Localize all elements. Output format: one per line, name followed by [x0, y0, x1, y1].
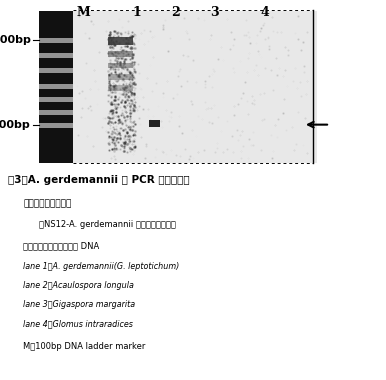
Text: 図3　A. gerdemannii の PCR による検出: 図3 A. gerdemannii の PCR による検出 [8, 175, 190, 185]
Text: NS12-A. gerdemannii 特異的プライマー: NS12-A. gerdemannii 特異的プライマー [39, 220, 176, 230]
Text: lane 1：A. gerdemannii(G. leptotichum): lane 1：A. gerdemannii(G. leptotichum) [23, 262, 179, 271]
Text: lane 3：Gigaspora margarita: lane 3：Gigaspora margarita [23, 300, 135, 309]
Bar [39, 38, 73, 43]
Text: プライマーセット：: プライマーセット： [23, 200, 71, 209]
Bar [108, 51, 133, 57]
Bar [108, 63, 133, 68]
Bar [108, 86, 133, 91]
Text: M: M [76, 6, 90, 19]
Bar [39, 11, 317, 163]
Text: M：100bp DNA ladder marker: M：100bp DNA ladder marker [23, 342, 146, 351]
Bar [108, 74, 133, 80]
Bar [39, 84, 73, 89]
Text: 600bp: 600bp [0, 35, 31, 45]
Text: lane 4：Glomus intraradices: lane 4：Glomus intraradices [23, 319, 133, 328]
Text: 4: 4 [260, 6, 269, 19]
Bar [39, 68, 73, 73]
Bar [39, 11, 73, 163]
Bar [39, 97, 73, 102]
Text: 1: 1 [133, 6, 141, 19]
Text: lane 2：Acaulospora longula: lane 2：Acaulospora longula [23, 281, 134, 290]
Bar [39, 110, 73, 115]
Text: 100bp: 100bp [0, 120, 31, 130]
Bar [149, 120, 160, 127]
Bar [39, 123, 73, 128]
Bar [108, 37, 133, 45]
Bar [39, 53, 73, 58]
Text: 3: 3 [210, 6, 218, 19]
Text: 2: 2 [171, 6, 180, 19]
Text: 鯯型：胞子から抽出した DNA: 鯯型：胞子から抽出した DNA [23, 241, 100, 250]
